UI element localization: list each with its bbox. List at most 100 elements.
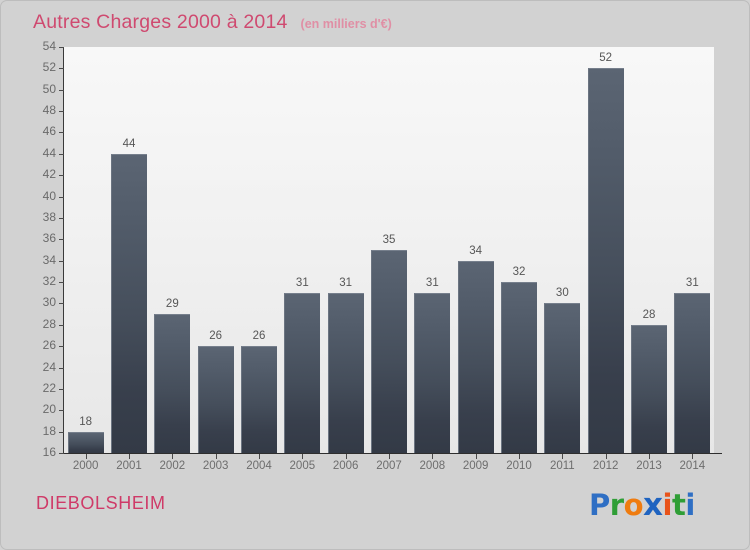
y-tick-mark (59, 217, 64, 219)
y-tick-label: 32 (42, 274, 56, 289)
logo-letter: t (671, 488, 686, 522)
y-tick-mark (59, 47, 64, 48)
chart-header: Autres Charges 2000 à 2014 (en milliers … (33, 11, 392, 34)
y-tick-mark (59, 388, 64, 390)
bar-2000 (67, 431, 104, 453)
bar-value-label: 44 (122, 137, 136, 150)
x-tick-label-2011: 2011 (549, 460, 575, 472)
y-tick-label: 42 (42, 167, 56, 182)
y-tick-label: 24 (42, 359, 56, 374)
proxiti-logo[interactable]: Proxiti (589, 488, 695, 522)
y-tick-mark (59, 324, 64, 326)
x-tick-mark (475, 454, 477, 459)
x-tick-mark (519, 454, 520, 459)
y-tick-mark (59, 68, 64, 70)
bar-2001 (111, 153, 147, 453)
x-tick-label-2004: 2004 (246, 460, 272, 472)
bar-value-label: 52 (599, 52, 613, 65)
y-tick-label: 20 (42, 402, 56, 417)
y-tick-label: 28 (42, 316, 56, 331)
x-tick-label-2002: 2002 (159, 460, 186, 472)
bar-2010 (501, 282, 537, 453)
y-tick: 44 (1, 146, 64, 160)
x-tick-mark (172, 454, 174, 459)
y-tick-label: 40 (42, 188, 56, 203)
x-tick-mark (129, 454, 130, 459)
x-tick-mark (562, 454, 564, 459)
page-title: Autres Charges 2000 à 2014 (33, 11, 288, 33)
x-tick-label-2001: 2001 (116, 460, 142, 472)
y-tick-mark (59, 153, 64, 155)
x-tick-mark (605, 454, 607, 459)
logo-letter: i (662, 488, 673, 522)
y-tick-mark (59, 453, 64, 454)
x-tick-mark (389, 454, 390, 459)
y-tick-label: 34 (42, 252, 56, 267)
y-tick-label: 48 (42, 103, 56, 118)
bar-value-label: 31 (295, 276, 309, 289)
y-tick-mark (59, 431, 64, 433)
y-tick: 24 (1, 360, 64, 374)
x-tick-mark (302, 454, 304, 459)
logo-letter: o (623, 488, 644, 522)
y-tick: 46 (1, 124, 64, 138)
y-tick: 32 (1, 274, 64, 288)
bar-2013 (631, 324, 667, 453)
bar-value-label: 31 (425, 276, 439, 289)
logo-letter: i (685, 488, 695, 522)
y-tick-mark (59, 303, 64, 305)
x-tick-label-2006: 2006 (332, 460, 359, 472)
y-tick: 48 (1, 103, 64, 117)
y-tick: 16 (1, 445, 64, 459)
bar-value-label: 26 (252, 330, 266, 343)
y-tick: 38 (1, 210, 64, 224)
x-tick-label-2000: 2000 (72, 460, 99, 472)
bar-value-label: 28 (642, 308, 656, 321)
y-tick: 40 (1, 189, 64, 203)
bar-value-label: 34 (469, 244, 483, 257)
footer-city-name: DIEBOLSHEIM (36, 493, 166, 513)
y-tick-label: 18 (42, 423, 56, 438)
bar-2014 (674, 292, 711, 453)
logo-letter: P (589, 488, 610, 522)
bar-2004 (241, 346, 277, 453)
x-tick-mark (649, 454, 650, 459)
y-tick-label: 38 (42, 209, 56, 224)
logo-letter: x (643, 487, 663, 523)
y-tick-label: 52 (42, 60, 56, 75)
x-axis-line (63, 453, 722, 454)
x-tick-label-2009: 2009 (462, 460, 489, 472)
bar-value-label: 31 (339, 276, 353, 289)
bar-2003 (197, 346, 234, 453)
bar-2006 (327, 292, 364, 453)
y-tick-mark (59, 239, 64, 241)
y-tick: 42 (1, 167, 64, 181)
y-tick-mark (59, 346, 64, 348)
bar-value-label: 26 (209, 330, 223, 343)
y-tick-mark (59, 89, 64, 91)
bar-2002 (154, 314, 191, 453)
y-tick-mark (59, 111, 64, 113)
x-tick-label-2005: 2005 (289, 460, 316, 472)
y-tick-mark (59, 282, 64, 284)
y-tick: 50 (1, 82, 64, 96)
y-axis-line (63, 47, 64, 454)
bar-value-label: 30 (555, 287, 569, 300)
bar-value-label: 32 (512, 266, 526, 279)
x-tick-label-2010: 2010 (506, 460, 532, 472)
x-tick-label-2007: 2007 (376, 460, 402, 472)
bar-value-label: 31 (685, 276, 699, 289)
y-tick-mark (59, 196, 64, 198)
y-tick-label: 44 (42, 145, 56, 160)
x-tick-mark (692, 454, 694, 459)
y-tick: 34 (1, 253, 64, 267)
y-tick: 36 (1, 231, 64, 245)
x-tick-label-2013: 2013 (636, 460, 662, 472)
y-tick: 30 (1, 295, 64, 309)
y-tick: 52 (1, 60, 64, 74)
y-tick: 20 (1, 402, 64, 416)
bar-value-label: 18 (79, 415, 93, 428)
y-tick-mark (59, 410, 64, 412)
x-tick-mark (215, 454, 217, 459)
